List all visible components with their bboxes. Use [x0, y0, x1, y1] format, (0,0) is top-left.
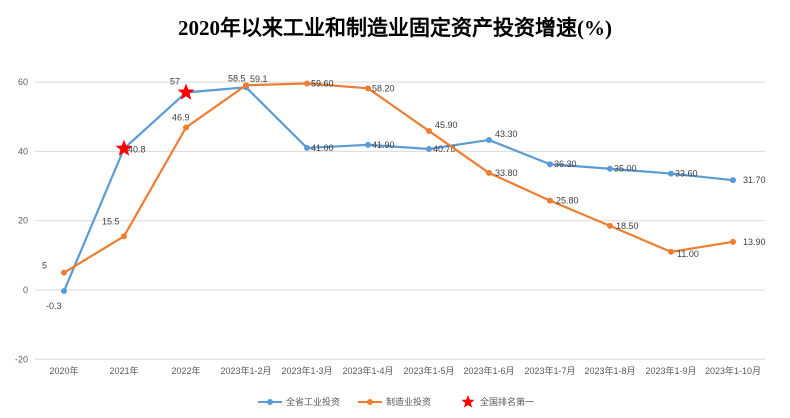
- data-point: [426, 127, 432, 134]
- data-label: 41.90: [372, 140, 395, 150]
- data-label: 33.80: [495, 168, 518, 178]
- data-point: [304, 80, 310, 87]
- data-label: 5: [42, 261, 47, 271]
- data-point: [365, 141, 371, 148]
- series-line: [62, 86, 734, 292]
- data-label: 58.20: [372, 83, 395, 93]
- data-label: 43.30: [495, 129, 518, 139]
- data-label: 13.90: [743, 237, 766, 247]
- y-tick-label: 60: [18, 77, 28, 87]
- y-tick-label: -20: [15, 354, 28, 364]
- data-point: [668, 170, 674, 177]
- x-tick-label: 2021年: [109, 365, 138, 376]
- data-label: 45.90: [435, 120, 458, 130]
- y-tick-label: 20: [18, 216, 28, 226]
- x-tick-label: 2023年1-5月: [403, 365, 454, 376]
- data-label: 46.9: [172, 112, 190, 122]
- x-tick-label: 2023年1-4月: [342, 365, 393, 376]
- data-label: 59.60: [311, 78, 334, 88]
- data-point: [547, 161, 553, 168]
- data-point: [61, 269, 67, 276]
- data-point: [607, 165, 613, 172]
- chart-title: 2020年以来工业和制造业固定资产投资增速(%): [178, 16, 612, 40]
- x-tick-label: 2023年1-8月: [584, 365, 635, 376]
- legend-star-icon: [461, 395, 475, 408]
- data-point: [365, 85, 371, 92]
- data-point: [607, 222, 613, 229]
- data-label: 41.00: [311, 143, 334, 153]
- data-label: 57: [170, 76, 180, 86]
- data-label: 36.30: [554, 159, 577, 169]
- star-marker: [177, 83, 195, 100]
- x-tick-label: 2023年1-3月: [281, 365, 332, 376]
- data-label: 33.60: [675, 169, 698, 179]
- data-label: 40.70: [433, 144, 456, 154]
- data-label: 18.50: [616, 221, 639, 231]
- x-tick-label: 2020年: [49, 365, 78, 376]
- y-tick-label: 40: [18, 146, 28, 156]
- series-line: [63, 82, 734, 274]
- data-label: 58.5: [228, 73, 246, 83]
- x-tick-label: 2023年1-6月: [463, 365, 514, 376]
- data-label: 31.70: [743, 175, 766, 185]
- data-label: 40.8: [128, 145, 146, 155]
- legend-label: 全省工业投资: [286, 396, 340, 407]
- data-label: 25.80: [556, 196, 579, 206]
- data-point: [730, 177, 736, 184]
- x-tick-label: 2023年1-10月: [705, 365, 761, 376]
- data-point: [304, 144, 310, 151]
- legend-label: 制造业投资: [386, 396, 431, 407]
- legend-label: 全国排名第一: [480, 396, 534, 407]
- data-point: [243, 82, 249, 89]
- y-tick-label: 0: [23, 285, 28, 295]
- legend-swatch-marker: [267, 399, 273, 405]
- data-label: 11.00: [677, 249, 699, 259]
- data-point: [668, 248, 674, 255]
- legend-swatch-marker: [367, 399, 373, 405]
- x-tick-label: 2023年1-2月: [220, 365, 271, 376]
- data-point: [61, 288, 67, 295]
- star-marker: [115, 139, 133, 156]
- data-point: [486, 169, 492, 176]
- x-tick-label: 2023年1-9月: [645, 365, 696, 376]
- data-point: [121, 233, 127, 240]
- x-tick-label: 2023年1-7月: [524, 365, 575, 376]
- data-point: [486, 136, 492, 143]
- data-point: [730, 238, 736, 245]
- data-label: 15.5: [102, 216, 120, 226]
- data-point: [183, 124, 189, 131]
- data-point: [426, 145, 432, 152]
- data-label: 59.1: [250, 74, 268, 84]
- data-label: -0.3: [46, 301, 62, 311]
- x-tick-label: 2022年: [171, 365, 200, 376]
- data-point: [547, 197, 553, 204]
- data-label: 35.00: [614, 164, 637, 174]
